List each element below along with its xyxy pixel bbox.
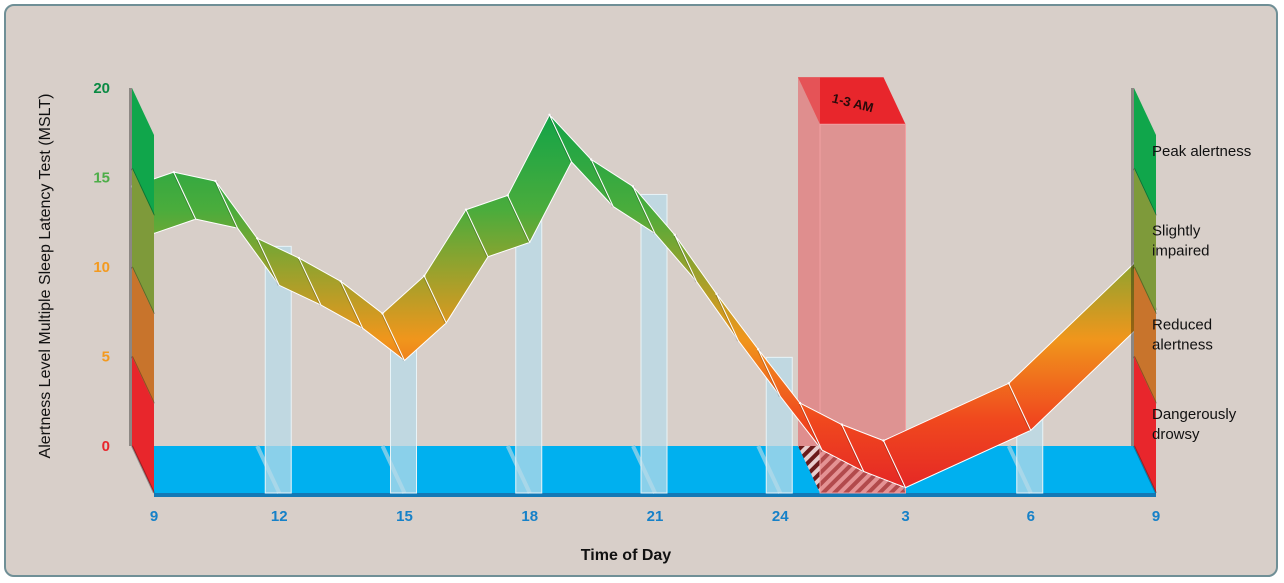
y-axis-title: Alertness Level Multiple Sleep Latency T… — [37, 94, 54, 459]
data-point — [631, 185, 635, 188]
scale-band-edge — [131, 445, 155, 494]
scale-bar-side — [129, 88, 132, 446]
data-point — [882, 439, 885, 442]
scale-bar-side — [1131, 88, 1134, 446]
y-tick-label: 5 — [102, 349, 110, 366]
x-axis-title: Time of Day — [581, 547, 672, 564]
y-tick-label: 15 — [93, 170, 110, 187]
floor-edge — [154, 493, 1156, 497]
scale-band — [132, 88, 154, 216]
data-point — [423, 274, 426, 278]
ribbon-segment — [674, 234, 739, 342]
scale-band — [1134, 168, 1156, 314]
band-label: Peak alertness — [1152, 143, 1251, 160]
data-point — [172, 170, 175, 174]
data-point — [506, 194, 509, 197]
ribbon-segment — [215, 180, 280, 286]
y-tick-label: 10 — [93, 259, 110, 276]
scale-band — [1134, 356, 1156, 493]
x-tick-label: 9 — [150, 508, 158, 525]
data-point — [840, 423, 843, 426]
scale-band — [132, 168, 154, 314]
hour-column — [640, 193, 668, 494]
x-tick-label: 9 — [1152, 508, 1160, 525]
data-point — [339, 280, 342, 283]
scale-band — [132, 356, 154, 493]
data-point — [297, 256, 301, 260]
y-tick-label: 20 — [93, 80, 110, 97]
scale-band — [132, 267, 154, 404]
alertness-scale-bars — [129, 88, 1157, 494]
ribbon-segment — [716, 293, 781, 397]
highlight-top — [798, 77, 906, 125]
data-point — [757, 348, 760, 351]
scale-band — [1134, 88, 1156, 216]
data-point — [673, 233, 676, 236]
data-point — [590, 158, 593, 161]
scale-band-edge — [1133, 445, 1157, 494]
band-labels: Peak alertness Slightly impaired Reduced ale… — [1152, 143, 1251, 443]
data-point — [381, 312, 384, 315]
x-tick-label: 12 — [271, 508, 288, 525]
highlight-side — [798, 77, 820, 446]
hour-column — [515, 202, 543, 494]
x-tick-label: 24 — [772, 508, 789, 525]
data-point — [548, 113, 551, 117]
x-tick-label: 21 — [647, 508, 664, 525]
x-tick-label: 6 — [1027, 508, 1035, 525]
chart-panel: 1-3 AM 0 5 10 15 20 9 12 15 18 21 24 3 6 9 Peak alert… — [4, 4, 1278, 577]
data-point — [214, 179, 217, 183]
hour-columns — [264, 193, 1044, 494]
data-point — [715, 292, 718, 296]
band-label: Dangerously drowsy — [1152, 406, 1237, 443]
band-label: Reduced alertness — [1152, 316, 1213, 353]
y-tick-label: 0 — [102, 438, 110, 455]
scale-band — [1134, 267, 1156, 404]
band-label: Slightly impaired — [1152, 222, 1210, 259]
data-point — [1007, 382, 1010, 385]
tick-labels: 0 5 10 15 20 9 12 15 18 21 24 3 6 9 — [93, 80, 1160, 525]
x-tick-label: 18 — [521, 508, 538, 525]
x-tick-label: 3 — [901, 508, 909, 525]
data-point — [464, 208, 468, 211]
data-point — [798, 401, 802, 405]
x-tick-label: 15 — [396, 508, 413, 525]
data-point — [256, 237, 259, 240]
